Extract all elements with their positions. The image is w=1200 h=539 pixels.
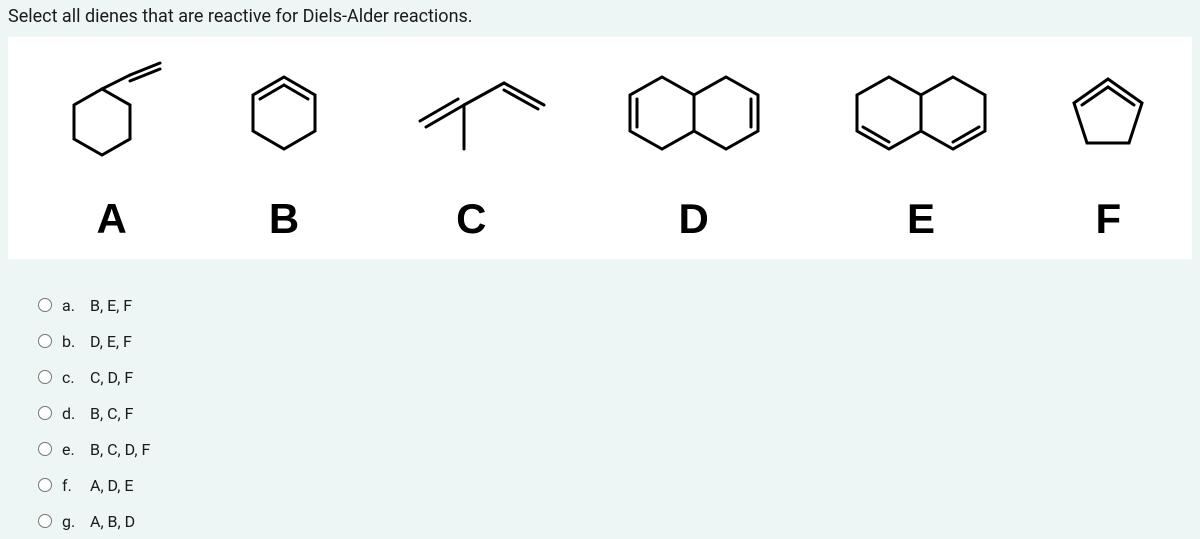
option-f-letter: f. [62,476,90,495]
question-text: Select all dienes that are reactive for … [8,6,1192,27]
structure-d: D [604,57,784,243]
structure-a-label: A [96,195,126,243]
structure-b: B [229,57,339,243]
option-e-letter: e. [62,440,90,459]
option-e-radio[interactable] [38,442,52,456]
structure-c: C [386,57,556,243]
option-g-letter: g. [62,512,90,531]
structure-f-label: F [1095,195,1121,243]
option-f-radio[interactable] [38,478,52,492]
option-e-text: B, C, D, F [90,440,150,459]
option-d-radio[interactable] [38,406,52,420]
structure-e: E [831,57,1011,243]
structure-c-drawing [386,57,556,167]
option-d[interactable]: d. B, C, F [38,395,1192,431]
option-b-radio[interactable] [38,334,52,348]
structure-d-drawing [604,57,784,167]
option-g-text: A, B, D [90,512,135,531]
option-c-radio[interactable] [38,370,52,384]
structure-b-drawing [229,57,339,167]
option-g-radio[interactable] [38,514,52,528]
structure-a: A [42,57,182,243]
option-e[interactable]: e. B, C, D, F [38,431,1192,467]
option-a-radio[interactable] [38,298,52,312]
option-c-text: C, D, F [90,368,133,387]
option-d-text: B, C, F [90,404,133,423]
structure-d-label: D [678,195,708,243]
structure-a-drawing [42,57,182,167]
option-a-text: B, E, F [90,296,132,315]
option-g[interactable]: g. A, B, D [38,503,1192,539]
structure-e-label: E [907,195,935,243]
option-b[interactable]: b. D, E, F [38,323,1192,359]
structure-e-drawing [831,57,1011,167]
option-b-letter: b. [62,332,90,351]
structures-panel: A B [8,37,1192,259]
option-f[interactable]: f. A, D, E [38,467,1192,503]
option-c[interactable]: c. C, D, F [38,359,1192,395]
options-list: a. B, E, F b. D, E, F c. C, D, F d. B, C… [8,259,1192,539]
option-a[interactable]: a. B, E, F [38,287,1192,323]
option-b-text: D, E, F [90,332,132,351]
structure-b-label: B [269,195,299,243]
option-d-letter: d. [62,404,90,423]
structure-c-label: C [456,195,486,243]
option-f-text: A, D, E [90,476,133,495]
option-a-letter: a. [62,296,90,315]
structure-f: F [1058,57,1158,243]
structure-f-drawing [1058,57,1158,167]
option-c-letter: c. [62,368,90,387]
